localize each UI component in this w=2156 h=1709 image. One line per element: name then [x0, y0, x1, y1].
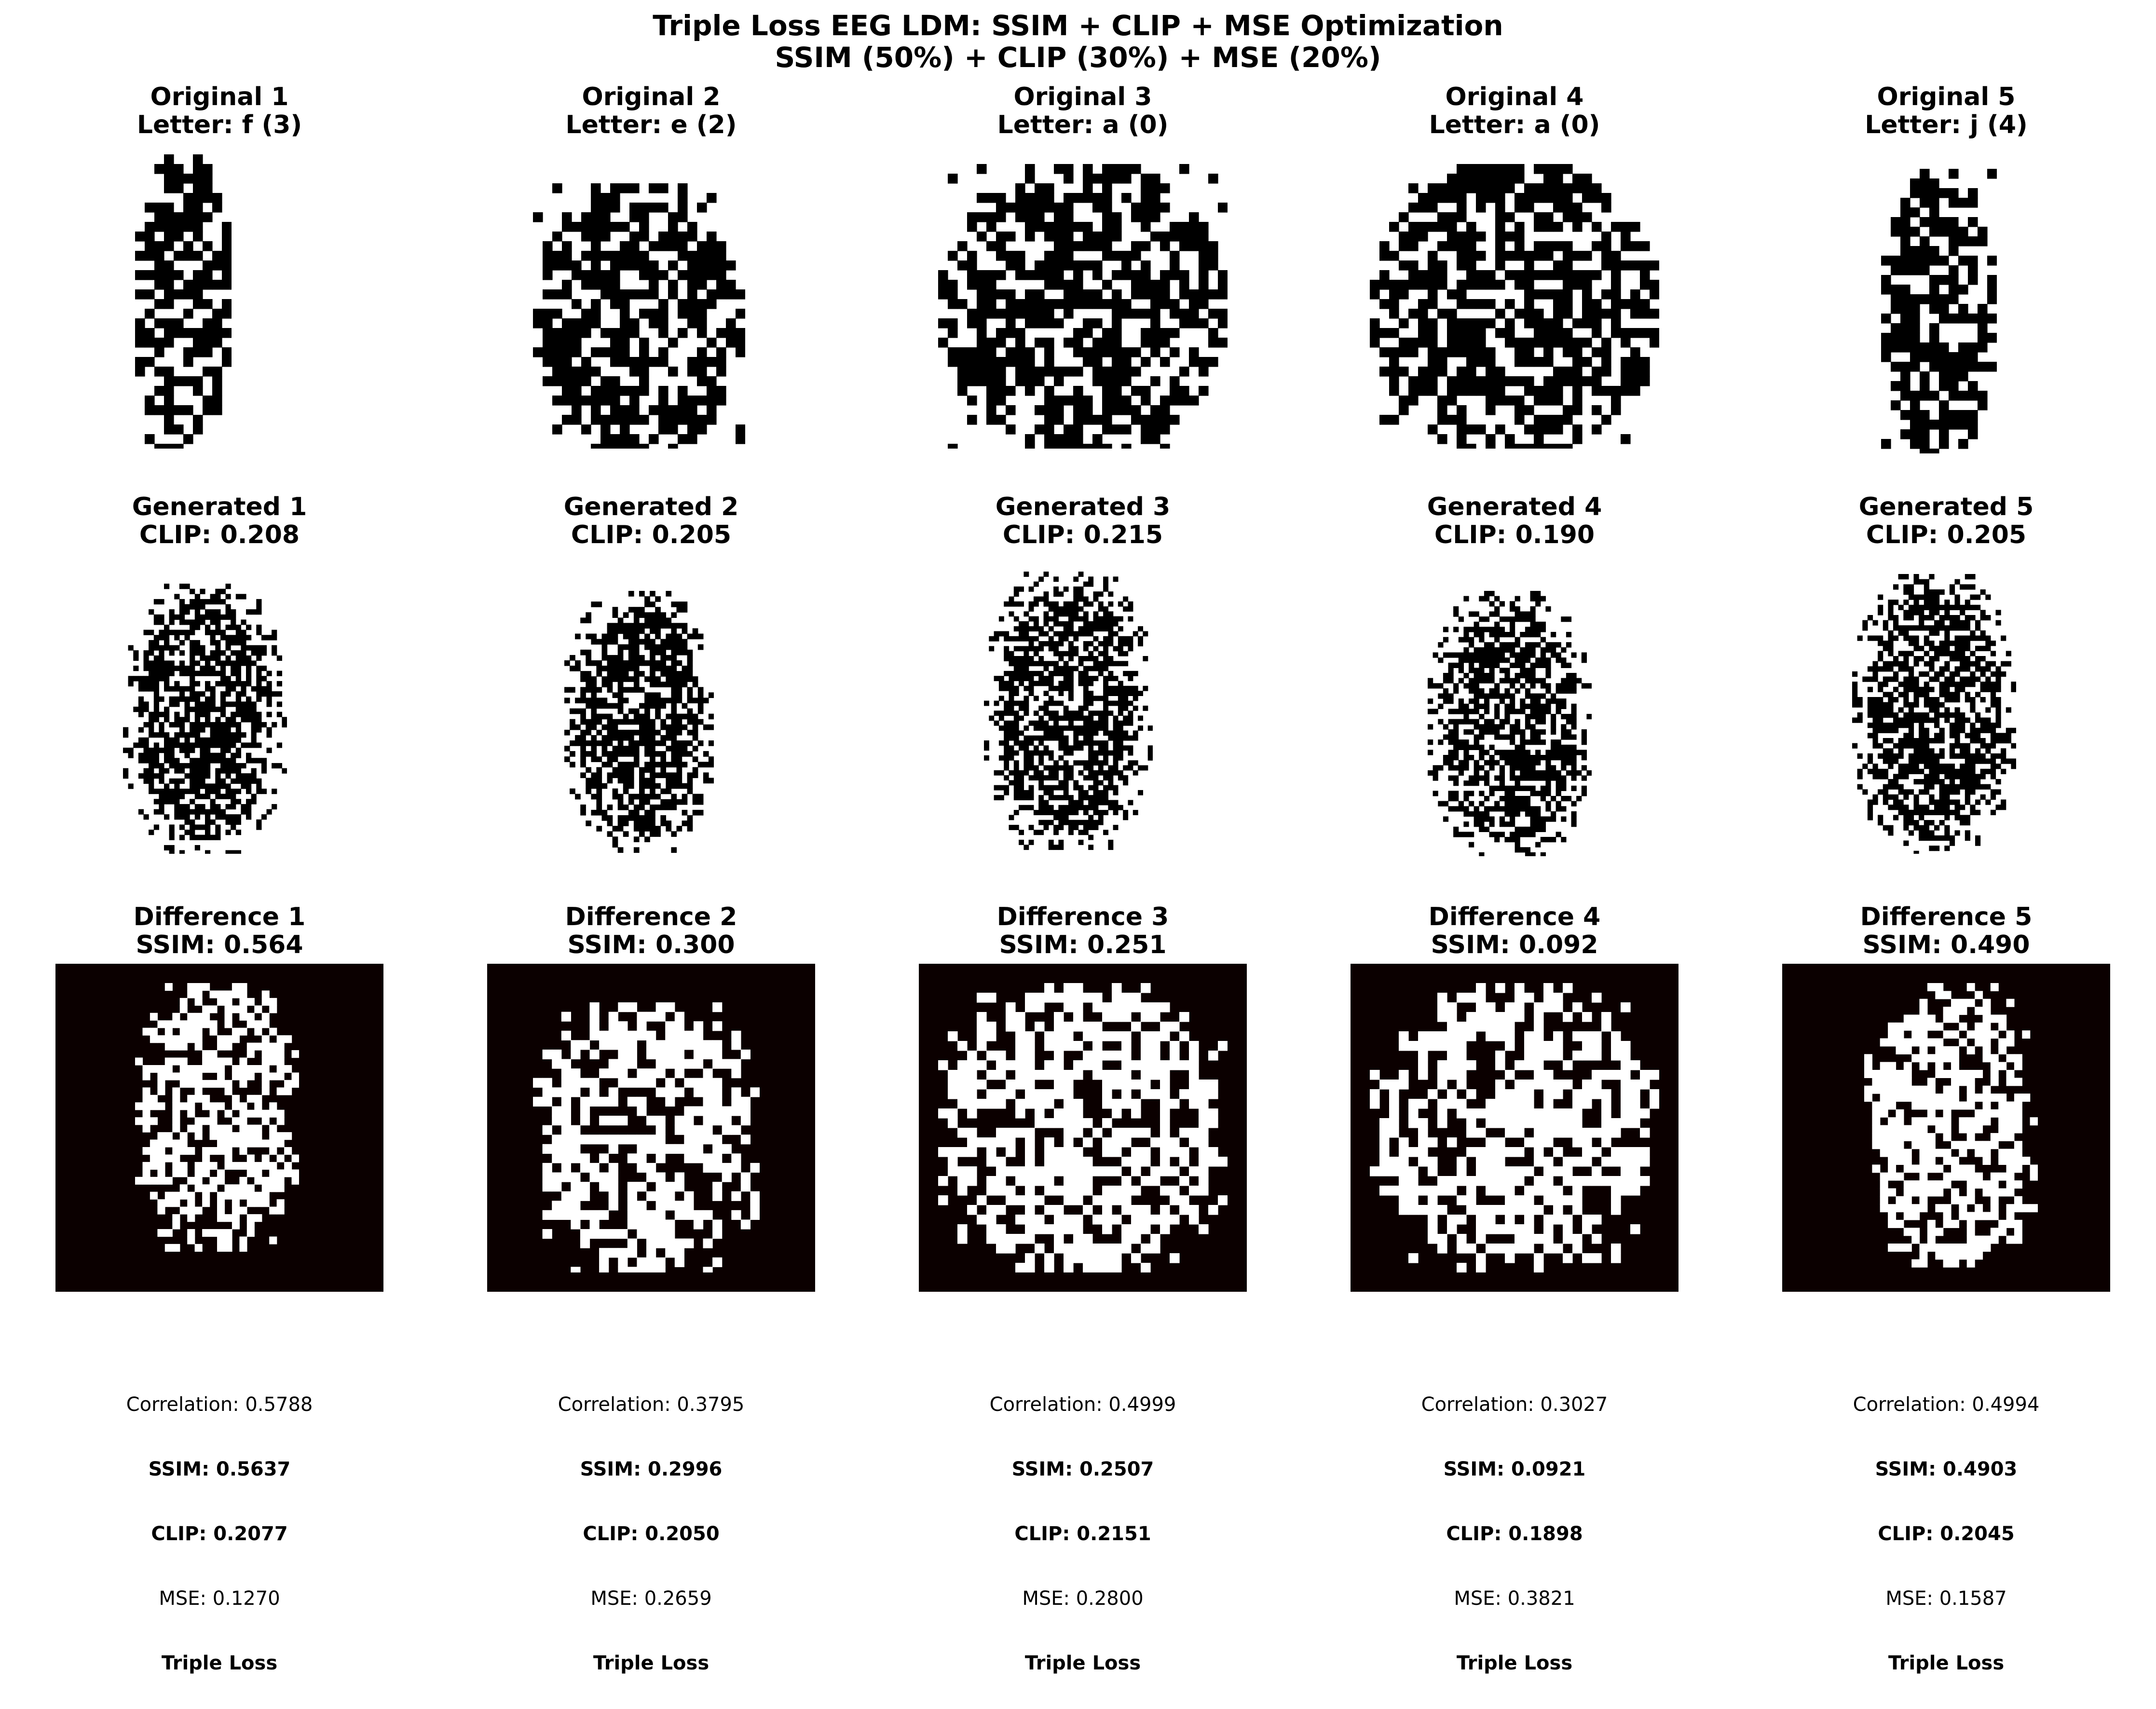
figure-title-line1: Triple Loss EEG LDM: SSIM + CLIP + MSE O… — [653, 9, 1503, 42]
difference-panel-3 — [919, 964, 1247, 1292]
generated-image-3 — [984, 572, 1153, 851]
clip-value-5: CLIP: 0.2045 — [1878, 1523, 2015, 1545]
ssim-value-1: SSIM: 0.5637 — [148, 1458, 291, 1480]
original-image-2 — [533, 183, 745, 449]
generated-image-2 — [564, 591, 714, 854]
difference-title-2: Difference 2 SSIM: 0.300 — [565, 902, 737, 959]
original-image-3 — [938, 164, 1228, 449]
generated-title-2: Generated 2 CLIP: 0.205 — [563, 492, 739, 549]
clip-value-1: CLIP: 0.2077 — [151, 1523, 288, 1545]
loss-label-2: Triple Loss — [593, 1652, 710, 1674]
ssim-value-4: SSIM: 0.0921 — [1443, 1458, 1586, 1480]
difference-title-4: Difference 4 SSIM: 0.092 — [1428, 902, 1601, 959]
difference-image-2 — [533, 1002, 760, 1272]
difference-panel-1 — [55, 964, 383, 1292]
clip-value-4: CLIP: 0.1898 — [1446, 1523, 1583, 1545]
generated-image-4 — [1428, 591, 1592, 856]
mse-value-4: MSE: 0.3821 — [1454, 1587, 1575, 1610]
difference-image-1 — [135, 983, 299, 1253]
mse-value-2: MSE: 0.2659 — [590, 1587, 712, 1610]
original-title-3: Original 3 Letter: a (0) — [997, 82, 1169, 139]
generated-title-4: Generated 4 CLIP: 0.190 — [1427, 492, 1602, 549]
correlation-value-3: Correlation: 0.4999 — [989, 1394, 1176, 1416]
generated-image-1 — [123, 584, 287, 854]
loss-label-5: Triple Loss — [1888, 1652, 2005, 1674]
original-image-1 — [135, 154, 232, 449]
original-title-2: Original 2 Letter: e (2) — [565, 82, 737, 139]
mse-value-3: MSE: 0.2800 — [1022, 1587, 1144, 1610]
ssim-value-5: SSIM: 0.4903 — [1875, 1458, 2018, 1480]
difference-panel-4 — [1351, 964, 1678, 1292]
loss-label-1: Triple Loss — [161, 1652, 278, 1674]
mse-value-5: MSE: 0.1587 — [1885, 1587, 2007, 1610]
original-title-1: Original 1 Letter: f (3) — [136, 82, 302, 139]
correlation-value-5: Correlation: 0.4994 — [1853, 1394, 2040, 1416]
generated-title-3: Generated 3 CLIP: 0.215 — [995, 492, 1171, 549]
original-title-5: Original 5 Letter: j (4) — [1865, 82, 2028, 139]
difference-title-3: Difference 3 SSIM: 0.251 — [996, 902, 1169, 959]
difference-title-5: Difference 5 SSIM: 0.490 — [1860, 902, 2033, 959]
difference-image-3 — [938, 983, 1228, 1272]
original-image-4 — [1370, 164, 1659, 449]
mse-value-1: MSE: 0.1270 — [159, 1587, 280, 1610]
generated-title-1: Generated 1 CLIP: 0.208 — [132, 492, 307, 549]
loss-label-3: Triple Loss — [1024, 1652, 1141, 1674]
clip-value-2: CLIP: 0.2050 — [583, 1523, 720, 1545]
difference-image-4 — [1370, 983, 1659, 1272]
difference-panel-5 — [1782, 964, 2110, 1292]
difference-title-1: Difference 1 SSIM: 0.564 — [133, 902, 306, 959]
difference-image-5 — [1864, 983, 2038, 1268]
loss-label-4: Triple Loss — [1456, 1652, 1573, 1674]
ssim-value-3: SSIM: 0.2507 — [1011, 1458, 1154, 1480]
ssim-value-2: SSIM: 0.2996 — [580, 1458, 723, 1480]
correlation-value-1: Correlation: 0.5788 — [126, 1394, 313, 1416]
correlation-value-2: Correlation: 0.3795 — [558, 1394, 745, 1416]
original-title-4: Original 4 Letter: a (0) — [1429, 82, 1600, 139]
clip-value-3: CLIP: 0.2151 — [1014, 1523, 1151, 1545]
difference-panel-2 — [487, 964, 815, 1292]
correlation-value-4: Correlation: 0.3027 — [1421, 1394, 1608, 1416]
figure-title-line2: SSIM (50%) + CLIP (30%) + MSE (20%) — [775, 41, 1381, 74]
generated-image-5 — [1852, 574, 2016, 854]
generated-title-5: Generated 5 CLIP: 0.205 — [1858, 492, 2034, 549]
original-image-5 — [1881, 169, 1997, 453]
